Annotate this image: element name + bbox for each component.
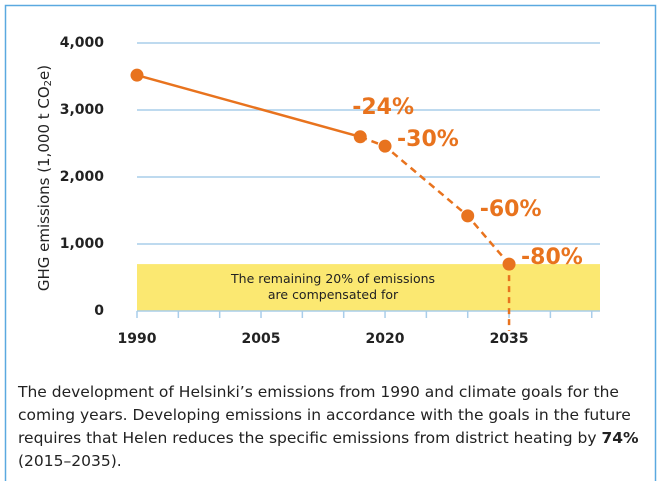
y-tick-label: 2,000 xyxy=(60,169,105,185)
point xyxy=(461,209,475,223)
point-label: -80% xyxy=(521,245,583,270)
caption: The development of Helsinki’s emissions … xyxy=(18,381,648,473)
point-label: -30% xyxy=(397,127,459,152)
line-solid xyxy=(136,73,361,139)
y-axis-label-tail: e) xyxy=(35,65,53,80)
point xyxy=(378,139,392,153)
y-axis-label-text: GHG emissions (1,000 t CO xyxy=(35,86,53,291)
y-axis-label-sub: 2 xyxy=(43,80,54,86)
x-tick-label: 1990 xyxy=(118,331,157,347)
point xyxy=(130,68,144,82)
y-axis-label: GHG emissions (1,000 t CO2e) xyxy=(35,65,55,291)
band-label: The remaining 20% of emissions xyxy=(230,271,435,286)
y-tick-label: 4,000 xyxy=(60,35,105,51)
x-tick-label: 2020 xyxy=(366,331,405,347)
frame xyxy=(4,4,657,481)
caption-text: The development of Helsinki’s emissions … xyxy=(18,383,631,447)
point xyxy=(502,257,516,271)
point xyxy=(353,130,367,144)
point-label: -60% xyxy=(480,197,542,222)
point-label: -24% xyxy=(352,95,414,120)
x-tick-label: 2035 xyxy=(490,331,529,347)
compensation-band xyxy=(137,264,600,311)
caption-text: (2015–2035). xyxy=(18,452,122,470)
caption-bold: 74% xyxy=(601,429,639,447)
y-tick-label: 1,000 xyxy=(60,236,105,252)
band-label: are compensated for xyxy=(268,287,399,302)
x-tick-label: 2005 xyxy=(242,331,281,347)
line-dashed xyxy=(359,135,511,265)
y-tick-label: 0 xyxy=(94,303,104,319)
y-tick-label: 3,000 xyxy=(60,102,105,118)
